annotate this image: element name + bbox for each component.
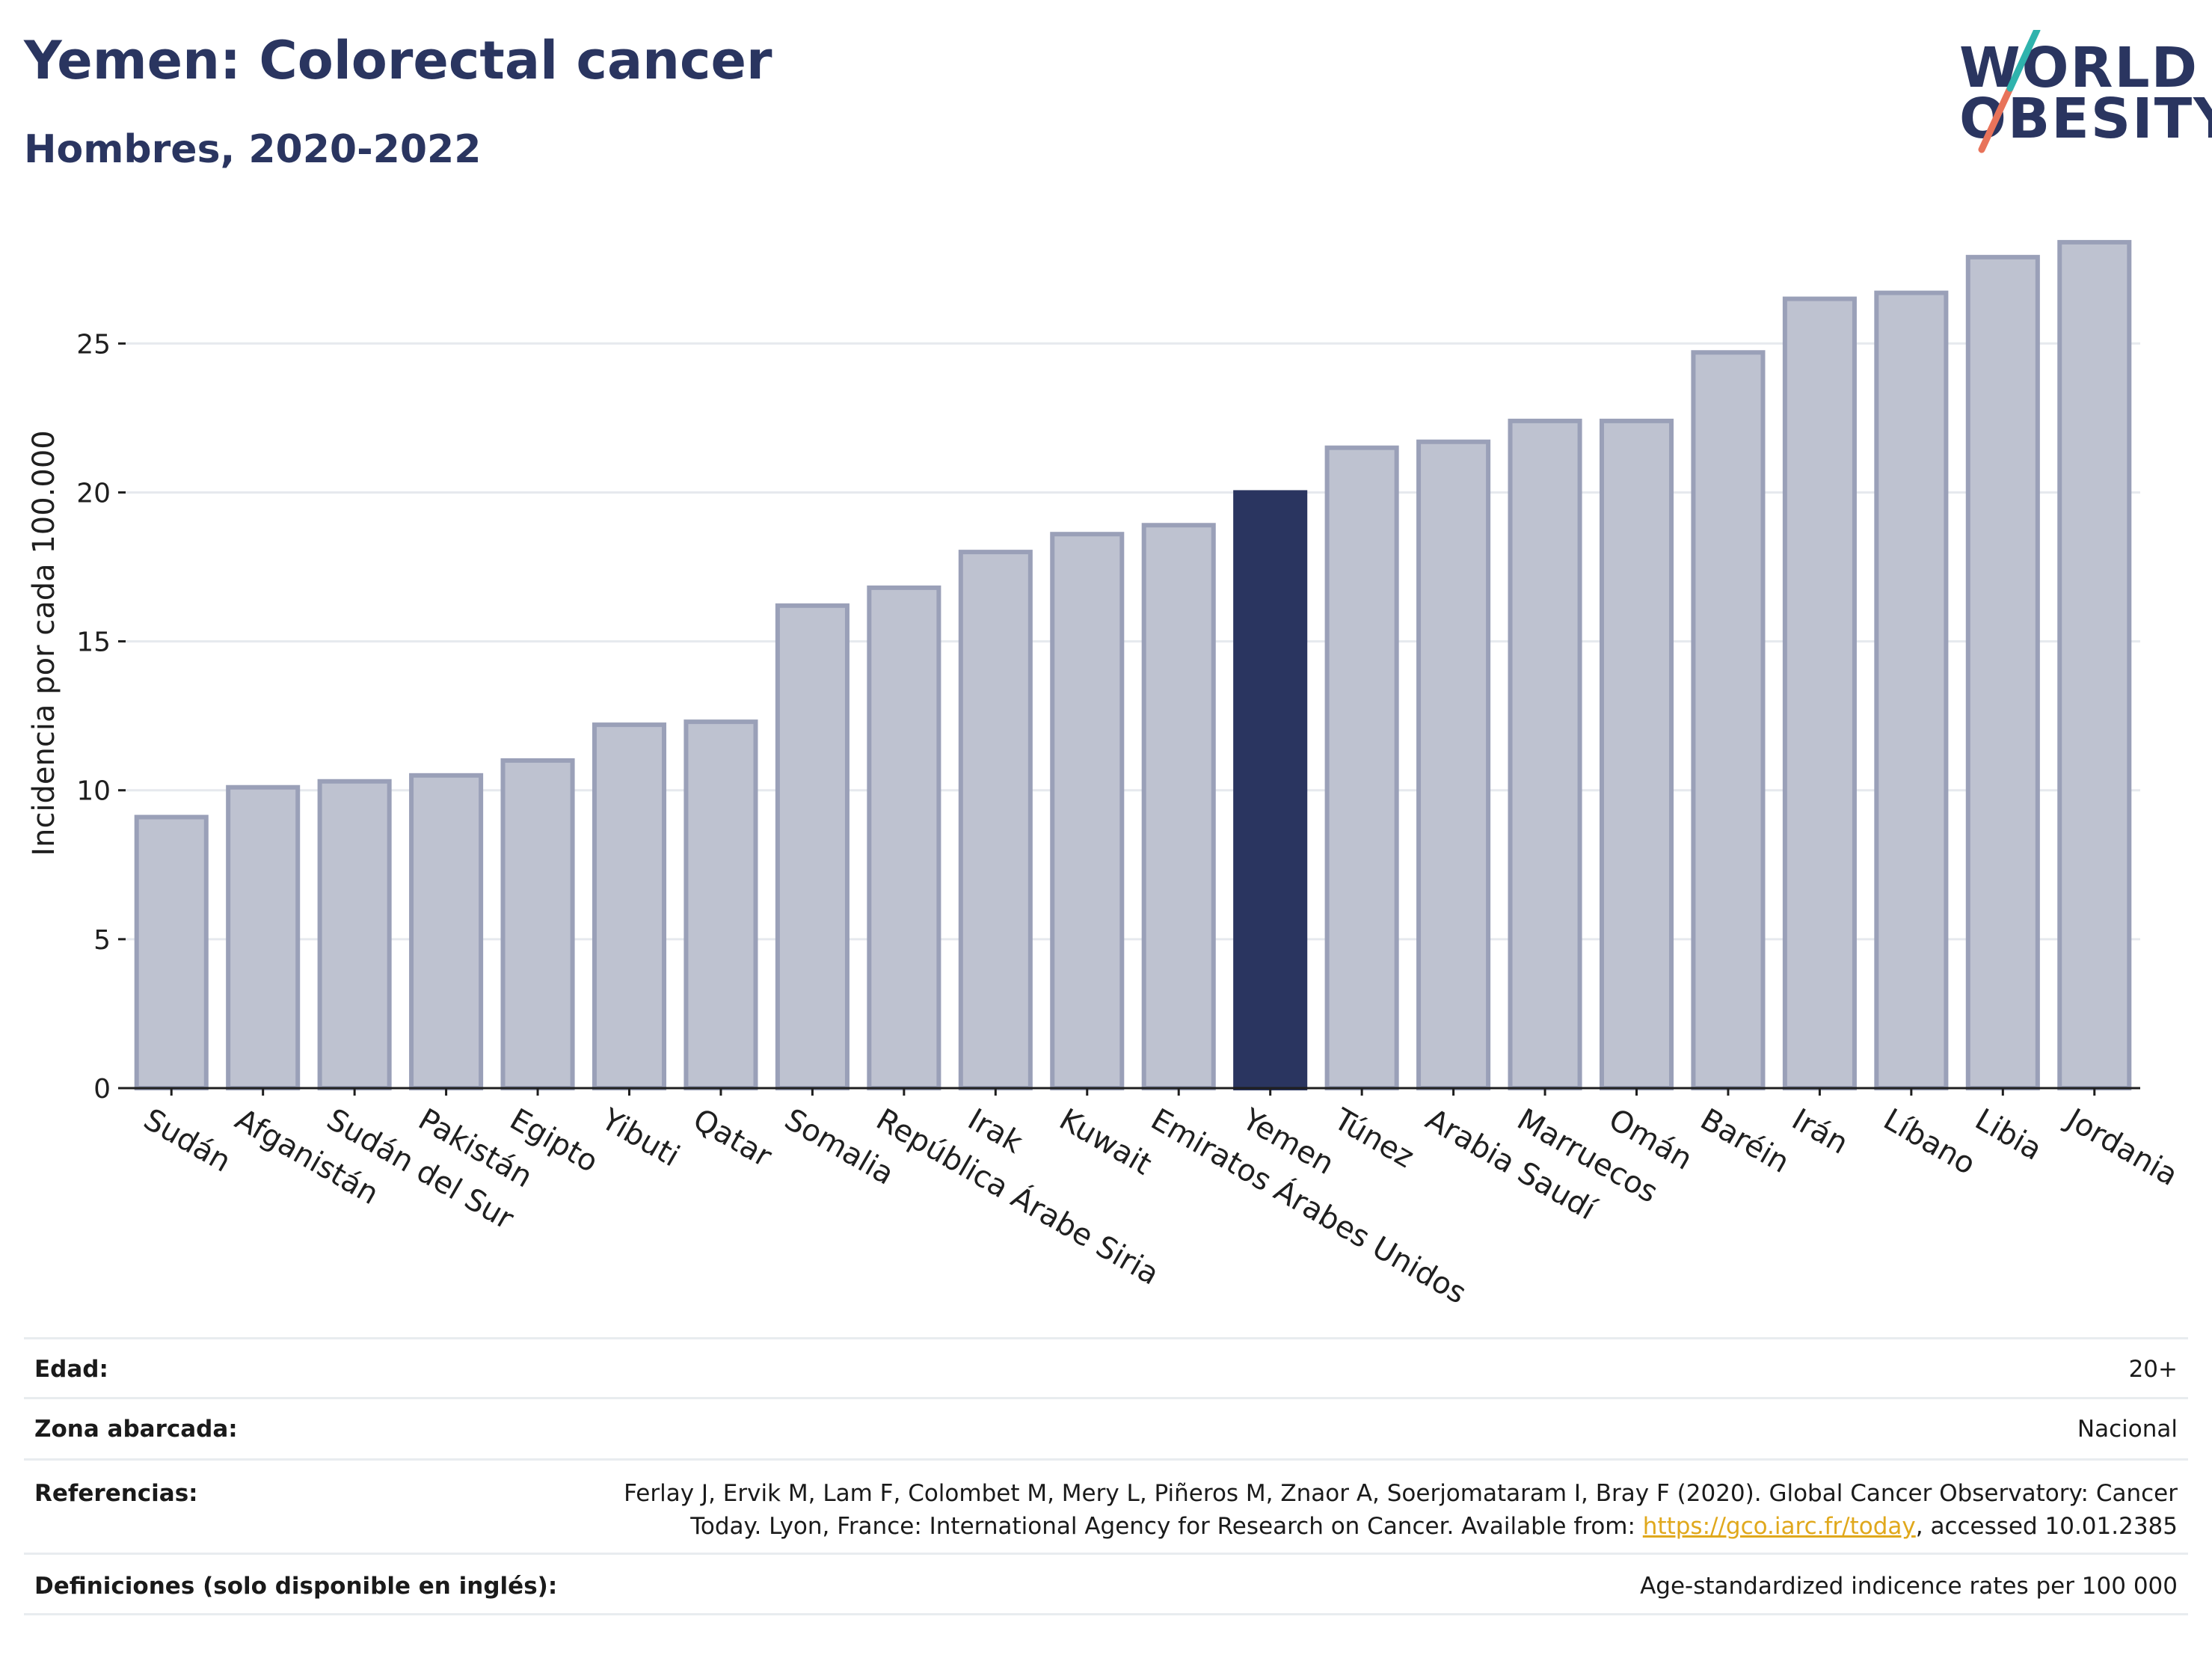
y-axis-label: Incidencia por cada 100.000: [27, 430, 61, 856]
x-tick-label: Qatar: [687, 1102, 778, 1174]
bar-republica-arabe-siria[interactable]: [867, 585, 941, 1090]
references-line-2-pre: Today. Lyon, France: International Agenc…: [690, 1513, 1643, 1540]
x-tick-label: Kuwait: [1054, 1102, 1158, 1182]
x-tick-label: Líbano: [1878, 1102, 1981, 1182]
bar-libano[interactable]: [1874, 290, 1949, 1091]
info-row-area: Zona abarcada: Nacional: [24, 1397, 2188, 1458]
bar-sudan[interactable]: [134, 814, 209, 1090]
chart-title: Yemen: Colorectal cancer: [24, 30, 772, 91]
info-row-references: Referencias: Ferlay J, Ervik M, Lam F, C…: [24, 1458, 2188, 1553]
bar-marruecos[interactable]: [1508, 418, 1582, 1090]
bar-egipto[interactable]: [500, 758, 575, 1090]
x-tick-label: Sudán: [138, 1102, 236, 1179]
references-line-2-post: , accessed 10.01.2385: [1915, 1513, 2178, 1540]
bar-arabia-saudi[interactable]: [1416, 439, 1491, 1090]
y-tick-label: 25: [76, 329, 111, 360]
logo-line-1: WORLD: [1959, 36, 2199, 100]
x-tick-label: Yibuti: [595, 1102, 686, 1173]
x-tick-label: Túnez: [1327, 1102, 1419, 1175]
references-link[interactable]: https://gco.iarc.fr/today: [1642, 1513, 1916, 1540]
y-tick-label: 5: [93, 925, 111, 956]
chart-subtitle: Hombres, 2020-2022: [24, 127, 482, 172]
bar-libia[interactable]: [1965, 254, 2040, 1091]
bar-tunez[interactable]: [1324, 445, 1399, 1090]
bar-irak[interactable]: [958, 550, 1033, 1090]
bar-afganistan[interactable]: [226, 784, 301, 1090]
y-tick-label: 15: [76, 627, 111, 658]
info-table: Edad: 20+ Zona abarcada: Nacional Refere…: [24, 1337, 2188, 1615]
area-value: Nacional: [2077, 1416, 2178, 1443]
bar-qatar[interactable]: [683, 719, 758, 1090]
world-obesity-logo: WORLD OBESITY: [1959, 30, 2212, 165]
y-tick-label: 0: [93, 1074, 111, 1105]
y-tick-label: 10: [76, 776, 111, 807]
bar-iran[interactable]: [1782, 296, 1857, 1090]
bar-jordania[interactable]: [2057, 239, 2132, 1090]
info-row-age: Edad: 20+: [24, 1337, 2188, 1397]
x-tick-label: Irán: [1786, 1102, 1854, 1161]
x-tick-label: Baréin: [1695, 1102, 1795, 1180]
references-value: Ferlay J, Ervik M, Lam F, Colombet M, Me…: [624, 1477, 2188, 1543]
bar-oman[interactable]: [1599, 418, 1674, 1090]
x-tick-label: Jordania: [2059, 1101, 2184, 1193]
logo-slash-icon: [1978, 30, 2041, 153]
age-label: Edad:: [34, 1356, 108, 1383]
bar-pakistan[interactable]: [409, 773, 484, 1090]
definitions-label: Definiciones (solo disponible en inglés)…: [34, 1573, 558, 1600]
area-label: Zona abarcada:: [34, 1416, 238, 1443]
y-tick-label: 20: [76, 478, 111, 509]
bar-barein[interactable]: [1691, 350, 1766, 1090]
references-line-1: Ferlay J, Ervik M, Lam F, Colombet M, Me…: [624, 1480, 2178, 1507]
bar-sudan-del-sur[interactable]: [317, 779, 392, 1091]
definitions-value: Age-standardized indicence rates per 100…: [1640, 1573, 2178, 1600]
bar-kuwait[interactable]: [1050, 532, 1125, 1090]
age-value: 20+: [2128, 1356, 2178, 1383]
bars: [134, 239, 2132, 1091]
bar-yemen[interactable]: [1233, 490, 1308, 1090]
info-row-definitions: Definiciones (solo disponible en inglés)…: [24, 1553, 2188, 1615]
y-axis-ticks: 0 5 10 15 20 25: [76, 329, 126, 1105]
references-label: Referencias:: [34, 1480, 198, 1507]
bar-yibuti[interactable]: [592, 722, 667, 1090]
bar-emiratos-arabes-unidos[interactable]: [1141, 523, 1216, 1090]
bar-somalia[interactable]: [775, 603, 850, 1090]
x-tick-label: Libia: [1969, 1102, 2047, 1167]
